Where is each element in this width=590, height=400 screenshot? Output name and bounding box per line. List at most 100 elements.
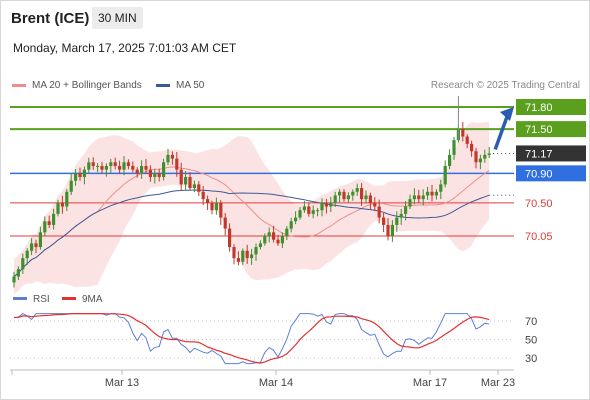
- rsi-9ma-line: [13, 313, 490, 364]
- x-tick-label: Mar 14: [259, 377, 293, 389]
- candle-body: [395, 217, 399, 225]
- legend-ma20: MA 20 + Bollinger Bands: [12, 80, 142, 91]
- candle-body: [162, 162, 166, 178]
- candle-body: [368, 195, 372, 203]
- chart-datetime: Monday, March 17, 2025 7:01:03 AM CET: [13, 41, 237, 55]
- ma50-label: MA 50: [176, 80, 205, 91]
- candle-body: [78, 173, 82, 178]
- candle-body: [302, 206, 306, 211]
- candle-body: [52, 213, 56, 225]
- forecast-arrow: [493, 113, 510, 151]
- candle-body: [223, 217, 227, 229]
- price-tag-70-50: 70.50: [525, 198, 553, 210]
- rsi-tick-30: 30: [525, 353, 537, 365]
- instrument-title: Brent (ICE): [11, 10, 90, 27]
- candle-body: [188, 177, 192, 189]
- chart-header: Brent (ICE) 30 MIN: [0, 0, 590, 38]
- candle-body: [360, 188, 364, 200]
- candle-body: [25, 250, 29, 259]
- candle-body: [276, 239, 280, 244]
- candle-body: [338, 191, 342, 196]
- candle-body: [452, 140, 456, 155]
- price-tag-71-80-bg: [516, 99, 586, 115]
- candle-body: [157, 173, 161, 178]
- candle-body: [254, 247, 258, 255]
- candle-body: [421, 195, 425, 200]
- rsi-legend-label: RSI: [33, 294, 50, 305]
- candle-body: [16, 269, 20, 277]
- legend-ma50: MA 50: [156, 80, 204, 91]
- candle-body: [126, 162, 130, 166]
- candle-body: [219, 202, 223, 218]
- candle-body: [364, 195, 368, 200]
- candle-body: [426, 191, 430, 196]
- candle-body: [241, 250, 245, 262]
- candle-body: [184, 177, 188, 185]
- candle-body: [311, 210, 315, 214]
- candle-body: [100, 165, 104, 170]
- candle-body: [483, 154, 487, 159]
- candle-body: [443, 165, 447, 185]
- price-tag-71-50-bg: [516, 121, 586, 138]
- candle-body: [307, 206, 311, 214]
- price-tag-71-17-bg: [516, 145, 586, 162]
- candle-body: [69, 180, 73, 192]
- candle-body: [87, 162, 91, 170]
- candle-body: [201, 191, 205, 200]
- candle-body: [448, 154, 452, 166]
- candle-body: [430, 191, 434, 196]
- ma20-label: MA 20 + Bollinger Bands: [32, 80, 142, 91]
- price-tag-70-05: 70.05: [525, 231, 553, 243]
- candle-body: [470, 143, 474, 152]
- candle-body: [280, 236, 284, 244]
- candle-body: [113, 162, 117, 166]
- candle-body: [346, 195, 350, 200]
- candle-body: [289, 221, 293, 229]
- rsi9ma-legend-swatch: [62, 297, 76, 300]
- candle-body: [56, 202, 60, 214]
- candle-body: [434, 191, 438, 196]
- candle-body: [285, 228, 289, 236]
- x-tick-label: Mar 13: [105, 377, 139, 389]
- candle-body: [170, 154, 174, 159]
- candle-body: [179, 169, 183, 185]
- candle-body: [21, 258, 25, 270]
- ma50-line: [13, 189, 490, 277]
- candle-body: [30, 243, 34, 251]
- candle-body: [43, 221, 47, 233]
- candle-body: [263, 236, 267, 244]
- x-tick-label: Mar 17: [413, 377, 447, 389]
- candle-body: [298, 210, 302, 218]
- candle-body: [144, 165, 148, 170]
- interval-selector[interactable]: 30 MIN: [92, 7, 143, 29]
- ma20-swatch: [12, 83, 26, 87]
- ma50-swatch: [156, 83, 170, 87]
- candle-body: [232, 247, 236, 259]
- candle-body: [34, 243, 38, 248]
- forecast-arrow-head: [500, 107, 514, 121]
- candle-body: [439, 184, 443, 192]
- price-tag-70-90: 70.90: [525, 168, 553, 180]
- candle-body: [324, 202, 328, 207]
- candle-body: [342, 191, 346, 200]
- candle-body: [148, 169, 152, 178]
- candle-body: [140, 165, 144, 174]
- candle-body: [135, 169, 139, 174]
- candle-body: [236, 258, 240, 262]
- candle-body: [118, 165, 122, 170]
- candle-body: [197, 184, 201, 192]
- candle-body: [228, 228, 232, 248]
- candle-body: [272, 232, 276, 240]
- candle-body: [386, 224, 390, 236]
- candle-body: [465, 136, 469, 144]
- candle-body: [316, 210, 320, 212]
- candle-body: [404, 206, 408, 214]
- price-tag-70-90-bg: [516, 165, 586, 182]
- candle-body: [12, 276, 16, 283]
- price-tag-71-80: 71.80: [525, 102, 553, 114]
- candle-body: [390, 224, 394, 236]
- candle-body: [329, 202, 333, 207]
- candle-body: [258, 243, 262, 248]
- candle-body: [373, 202, 377, 207]
